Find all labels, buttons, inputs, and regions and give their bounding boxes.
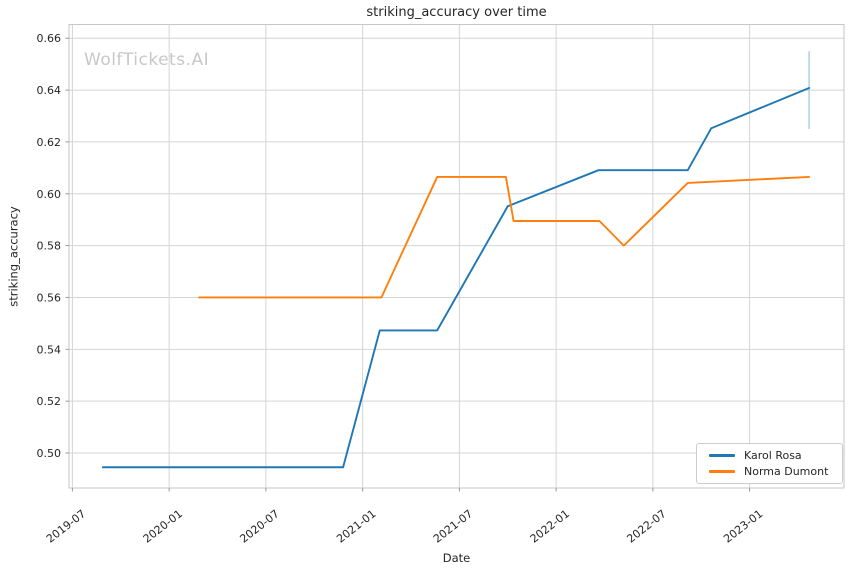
series-line-norma-dumont <box>198 175 811 299</box>
y-tick-label: 0.52 <box>37 395 62 408</box>
x-tick-label: 2020-01 <box>141 507 185 546</box>
x-tick-label: 2022-01 <box>528 507 572 546</box>
x-tick-label: 2021-01 <box>334 507 378 546</box>
x-tick-label: 2022-07 <box>624 507 668 546</box>
x-tick-label: 2021-07 <box>431 507 475 546</box>
legend-line-sample-norma-dumont <box>709 470 735 473</box>
x-tick-label: 2019-07 <box>44 507 88 546</box>
legend-item: Karol Rosa <box>709 449 834 462</box>
legend-item: Norma Dumont <box>709 465 834 478</box>
x-tick-label: 2023-01 <box>721 507 765 546</box>
y-tick-label: 0.50 <box>37 447 62 460</box>
legend: Karol Rosa Norma Dumont <box>696 443 843 484</box>
x-axis-label: Date <box>442 551 471 565</box>
y-tick-label: 0.64 <box>37 84 62 97</box>
x-tick-label: 2020-07 <box>237 507 281 546</box>
watermark: WolfTickets.AI <box>84 50 210 70</box>
y-tick-label: 0.58 <box>37 240 62 253</box>
y-tick-label: 0.56 <box>37 291 62 304</box>
legend-label: Karol Rosa <box>744 449 802 462</box>
y-axis-label: striking_accuracy <box>6 206 21 307</box>
y-tick-label: 0.66 <box>37 32 62 45</box>
y-tick-label: 0.54 <box>37 343 62 356</box>
legend-line-sample-karol-rosa <box>709 454 735 457</box>
y-tick-label: 0.60 <box>37 188 62 201</box>
plot-border <box>68 24 845 489</box>
legend-label: Norma Dumont <box>744 465 829 478</box>
series-line-karol-rosa <box>101 87 811 469</box>
chart-title: striking_accuracy over time <box>366 5 547 20</box>
y-tick-label: 0.62 <box>37 136 62 149</box>
